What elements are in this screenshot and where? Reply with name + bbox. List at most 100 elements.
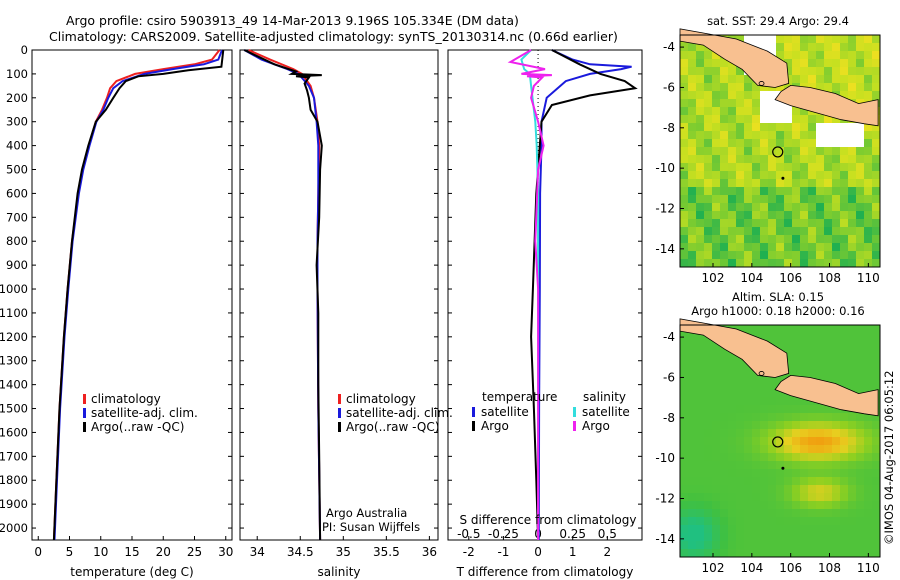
sst_map-cell xyxy=(680,235,689,244)
sst_map-cell xyxy=(832,51,841,60)
sst_map-cell xyxy=(720,67,729,76)
sla_map-cell xyxy=(792,413,801,422)
sla_map-cell xyxy=(864,413,873,422)
sla_map-cell xyxy=(728,509,737,518)
sst_map-cell xyxy=(720,171,729,180)
sst_map-cell xyxy=(776,179,785,188)
sst_map-cell xyxy=(752,235,761,244)
sst_map-cell xyxy=(824,235,833,244)
sla_map-cell xyxy=(872,357,881,366)
sst_map-cell xyxy=(856,195,865,204)
sla_map-ytick-label: -6 xyxy=(663,370,675,384)
sla_map-cell xyxy=(816,325,825,334)
salinity-series-line xyxy=(248,49,322,541)
sla_map-cell xyxy=(696,413,705,422)
sst_map-cell xyxy=(696,243,705,252)
sla_map-cell xyxy=(688,485,697,494)
sla_map-cell xyxy=(776,397,785,406)
sst_map-cell xyxy=(856,43,865,52)
sla_map-cell xyxy=(856,365,865,374)
sla_map-land-java xyxy=(774,374,879,417)
sst_map-cell xyxy=(864,203,873,212)
sst_map-cell xyxy=(784,163,793,172)
sst_map-cell xyxy=(840,219,849,228)
sla_map-cell xyxy=(712,509,721,518)
sst_map-cell xyxy=(800,187,809,196)
sst_map-cell xyxy=(872,235,881,244)
sst_map-cell xyxy=(832,187,841,196)
sla_map-cell xyxy=(688,453,697,462)
sst_map-cell xyxy=(872,179,881,188)
sst_map-xtick-label: 108 xyxy=(818,271,841,285)
sla_map-cell xyxy=(872,477,881,486)
sla_map-cell xyxy=(864,533,873,542)
sla_map-cell xyxy=(680,477,689,486)
sst_map-cell xyxy=(776,187,785,196)
sla_map-cell xyxy=(752,445,761,454)
sst_map-cell xyxy=(704,67,713,76)
sla_map-cell xyxy=(856,421,865,430)
sst_map-cell xyxy=(696,195,705,204)
title-line-2: Climatology: CARS2009. Satellite-adjuste… xyxy=(49,29,618,44)
sst_map-cell xyxy=(768,115,777,124)
sla_map-cell xyxy=(848,485,857,494)
sla_map-cell xyxy=(712,453,721,462)
sla_map-cell xyxy=(808,437,817,446)
sst_map-ytick-label: -14 xyxy=(655,242,675,256)
sla_map-cell xyxy=(824,501,833,510)
sla_map-cell xyxy=(848,341,857,350)
sla_map-cell xyxy=(832,405,841,414)
sla_map-cell xyxy=(744,325,753,334)
sst_map-cell xyxy=(728,123,737,132)
sla_map-cell xyxy=(680,413,689,422)
sst_map-frame xyxy=(679,34,881,268)
sst_map-cell xyxy=(728,99,737,108)
sst_map-cell xyxy=(824,123,833,132)
sla_map-cell xyxy=(800,533,809,542)
sla_map-cell xyxy=(736,397,745,406)
sst_map-cell xyxy=(848,235,857,244)
sla_map-cell xyxy=(792,493,801,502)
sla_map-cell xyxy=(704,541,713,550)
sla_map-cell xyxy=(784,349,793,358)
sla_map-cell xyxy=(712,397,721,406)
sst_map-cell xyxy=(728,195,737,204)
sla_map-cell xyxy=(712,421,721,430)
sst_map-cell xyxy=(752,219,761,228)
sla_map-cell xyxy=(736,445,745,454)
sla_map-cell xyxy=(696,389,705,398)
sla_map-cell xyxy=(864,453,873,462)
sst_map-cell xyxy=(744,107,753,116)
sst_map-cell xyxy=(784,147,793,156)
sla_map-cell xyxy=(856,325,865,334)
sst_map-cell xyxy=(760,131,769,140)
temperature-xlabel: temperature (deg C) xyxy=(70,565,193,579)
sla_map-cell xyxy=(840,541,849,550)
sla_map-cell xyxy=(800,469,809,478)
sla_map-cell xyxy=(824,333,833,342)
sla_map-cell xyxy=(760,549,769,558)
sla_map-cell xyxy=(712,437,721,446)
sst_map-cell xyxy=(776,115,785,124)
sla_map-cell xyxy=(832,501,841,510)
sla_map-cell xyxy=(696,485,705,494)
sla_map-cell xyxy=(784,437,793,446)
sst_map-cell xyxy=(848,211,857,220)
sst_map-cell xyxy=(856,211,865,220)
sla_map-cell xyxy=(808,421,817,430)
sst_map-cell xyxy=(872,195,881,204)
sst_map-cell xyxy=(800,211,809,220)
sst_map-cell xyxy=(696,115,705,124)
sla_map-cell xyxy=(768,525,777,534)
sla_map-island xyxy=(758,371,765,376)
sst_map-cell xyxy=(848,195,857,204)
sla_map-cell xyxy=(848,325,857,334)
sst_map-cell xyxy=(680,259,689,268)
sla_map-cell xyxy=(688,525,697,534)
sst_map-cell xyxy=(760,203,769,212)
sst_map-cell xyxy=(752,155,761,164)
sla_map-cell xyxy=(688,381,697,390)
sla_map-cell xyxy=(800,541,809,550)
sla_map-cell xyxy=(816,429,825,438)
sst_map-cell xyxy=(760,99,769,108)
